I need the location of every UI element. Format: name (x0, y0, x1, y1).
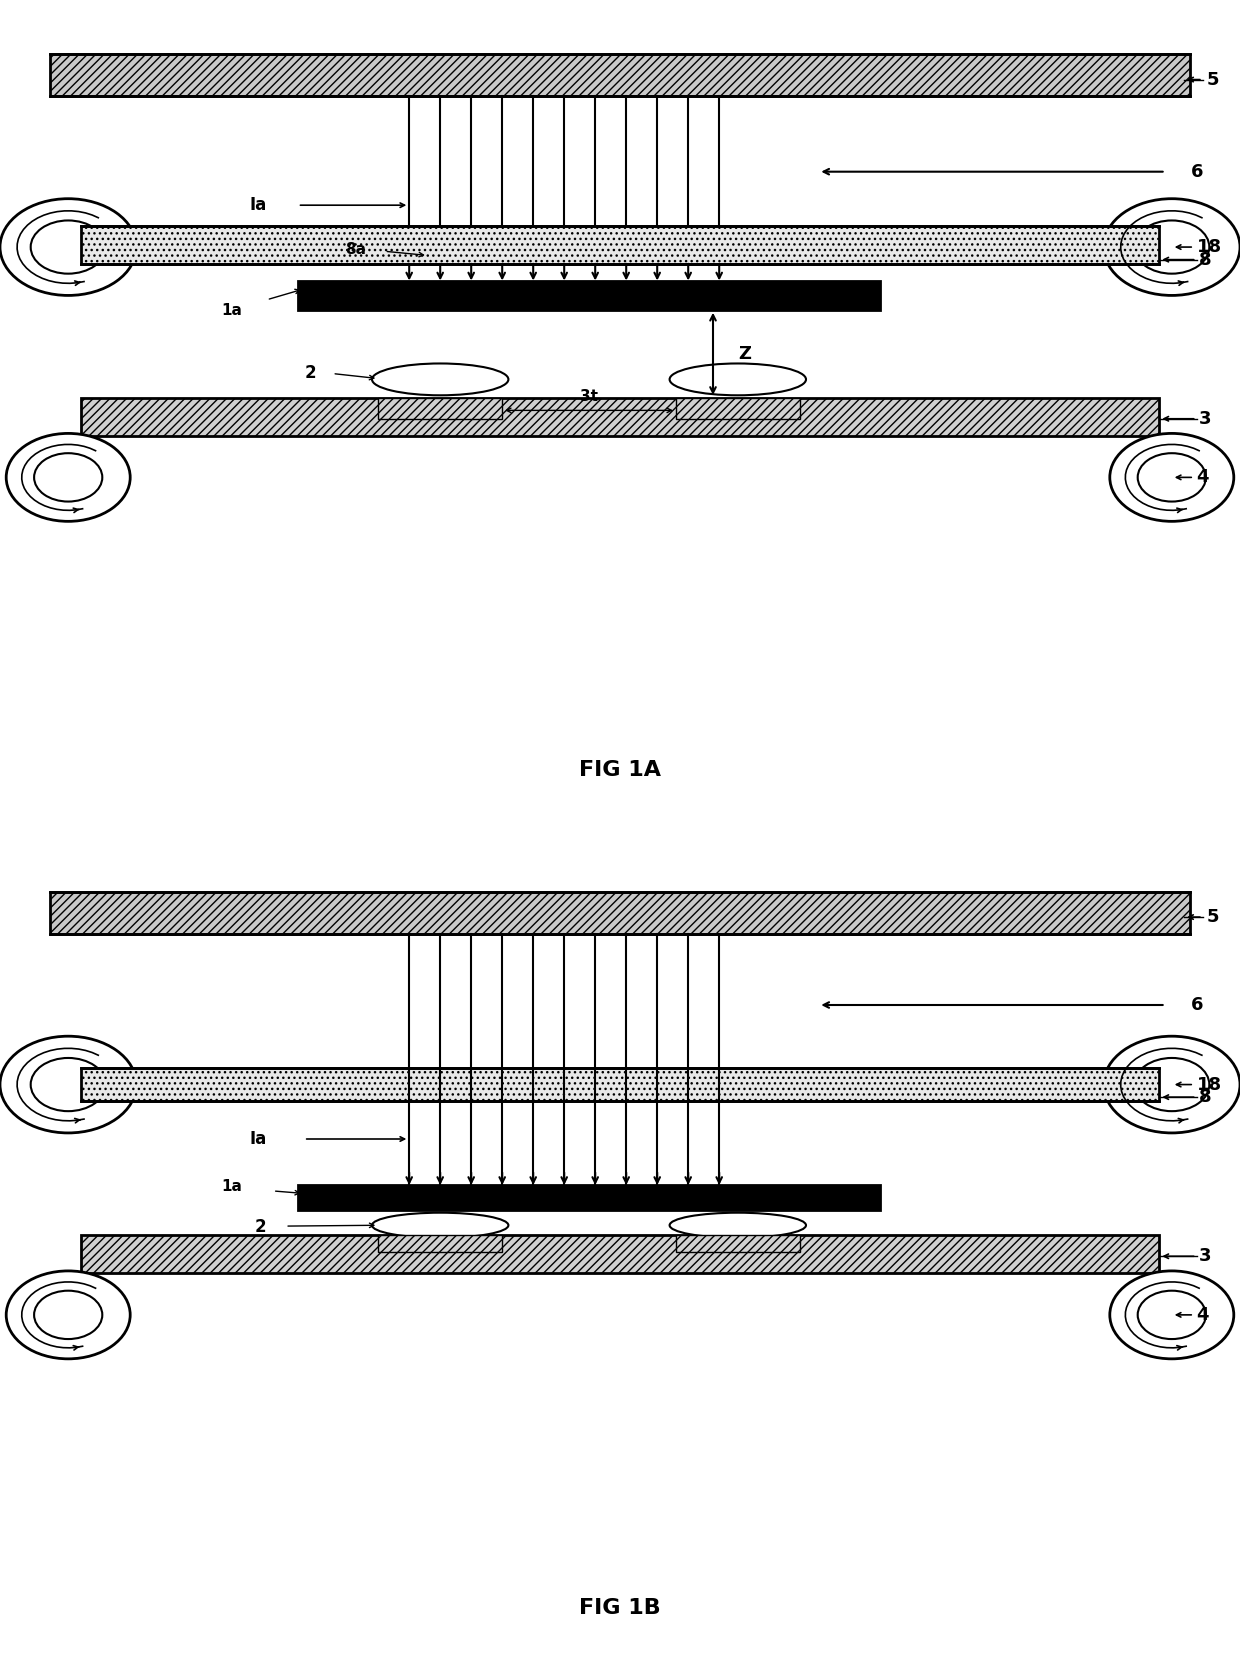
Text: 4: 4 (1197, 1306, 1209, 1323)
Text: 2: 2 (305, 363, 316, 382)
Ellipse shape (6, 1271, 130, 1358)
Ellipse shape (372, 1213, 508, 1238)
Ellipse shape (0, 1037, 136, 1132)
Bar (81, 1236, 1159, 1273)
Ellipse shape (1138, 1291, 1205, 1338)
Text: Ia: Ia (249, 196, 267, 214)
Bar (81, 1069, 1159, 1102)
Text: FIG 1B: FIG 1B (579, 1598, 661, 1618)
Ellipse shape (1138, 454, 1205, 501)
Ellipse shape (31, 221, 105, 273)
Bar (81, 226, 1159, 263)
Text: 2: 2 (255, 1218, 267, 1236)
Ellipse shape (31, 1059, 105, 1111)
Ellipse shape (0, 199, 136, 295)
Bar (298, 1186, 880, 1209)
Text: 6: 6 (1190, 162, 1203, 181)
Text: 3t: 3t (580, 389, 598, 404)
Text: Z: Z (738, 345, 750, 363)
Ellipse shape (35, 454, 102, 501)
Ellipse shape (35, 1291, 102, 1338)
Bar (378, 399, 502, 419)
Text: 5: 5 (1207, 70, 1219, 89)
Text: 6: 6 (1190, 997, 1203, 1013)
Text: 8: 8 (1199, 1089, 1211, 1106)
Bar (81, 399, 1159, 436)
Text: 18: 18 (1197, 1075, 1221, 1094)
Text: 3: 3 (1199, 410, 1211, 427)
Bar (50, 54, 1190, 95)
Text: Ia: Ia (249, 1131, 267, 1147)
Ellipse shape (1135, 1059, 1209, 1111)
Ellipse shape (1110, 434, 1234, 521)
Ellipse shape (6, 434, 130, 521)
Text: 8a: 8a (345, 243, 366, 256)
Ellipse shape (1104, 199, 1240, 295)
Ellipse shape (1135, 221, 1209, 273)
Ellipse shape (372, 363, 508, 395)
Text: 8: 8 (1199, 251, 1211, 268)
Ellipse shape (670, 363, 806, 395)
Ellipse shape (1104, 1037, 1240, 1132)
Text: 3: 3 (1199, 1248, 1211, 1265)
Bar (298, 280, 880, 310)
Text: FIG 1A: FIG 1A (579, 760, 661, 781)
Bar (378, 1236, 502, 1253)
Bar (676, 1236, 800, 1253)
Text: 1a: 1a (221, 303, 242, 318)
Text: 5: 5 (1207, 908, 1219, 926)
Bar (676, 399, 800, 419)
Text: 18: 18 (1197, 238, 1221, 256)
Ellipse shape (1110, 1271, 1234, 1358)
Text: 4: 4 (1197, 469, 1209, 486)
Ellipse shape (670, 1213, 806, 1238)
Text: 1a: 1a (221, 1179, 242, 1194)
Bar (50, 891, 1190, 935)
